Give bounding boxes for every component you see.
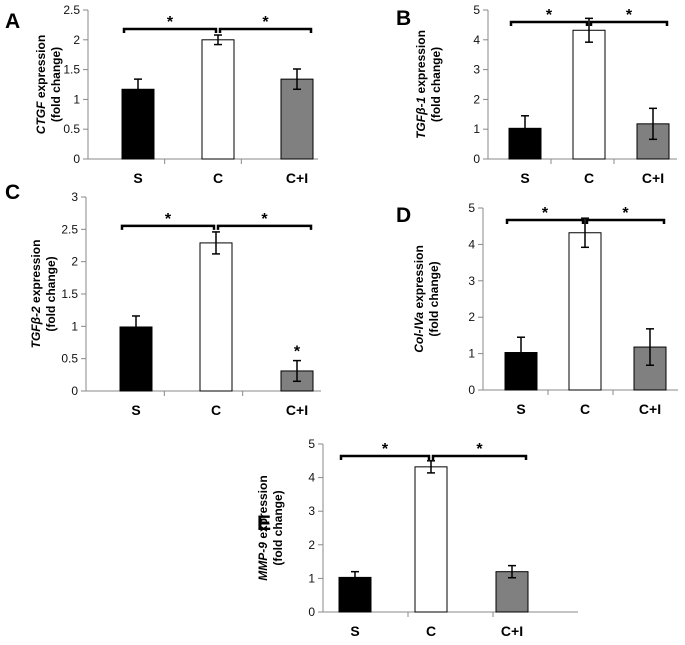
significance-star-b: * <box>546 7 553 24</box>
x-category-label-e: C+I <box>501 623 523 639</box>
significance-bracket-d <box>585 218 666 224</box>
significance-star-a: * <box>167 14 174 31</box>
y-axis-label-d: Col-IVa expression <box>412 245 426 353</box>
y-tick-label-c: 0.5 <box>61 352 78 366</box>
panel-label-d: D <box>396 204 411 227</box>
y-tick-label-a: 1.5 <box>63 63 80 77</box>
bar-e-2 <box>414 466 448 613</box>
x-category-label-c: C <box>211 402 221 418</box>
x-category-label-b: S <box>520 170 529 186</box>
y-tick-label-e: 0 <box>308 605 315 619</box>
x-category-label-c: C+I <box>286 402 308 418</box>
y-tick-label-e: 3 <box>308 504 315 518</box>
y-tick-label-d: 5 <box>468 201 475 215</box>
y-tick-label-e: 5 <box>308 437 315 451</box>
y-tick-label-a: 1 <box>73 92 80 106</box>
significance-bracket-e <box>339 454 431 460</box>
x-category-label-a: C <box>213 170 223 186</box>
significance-bracket-c <box>216 224 313 230</box>
y-axis-sublabel-a: (fold change) <box>49 47 63 122</box>
significance-bracket-c <box>120 224 216 230</box>
y-axis-label-b: TGFβ-1 expression <box>414 30 428 139</box>
y-tick-label-c: 1 <box>71 319 78 333</box>
y-tick-label-d: 4 <box>468 237 475 251</box>
y-tick-label-b: 0 <box>473 152 480 166</box>
significance-star-c: * <box>165 211 172 228</box>
bar-b-2 <box>572 29 606 160</box>
significance-bracket-a <box>218 27 313 34</box>
x-category-label-e: C <box>426 623 436 639</box>
y-tick-label-b: 5 <box>473 3 480 17</box>
panel-label-c: C <box>5 181 20 204</box>
y-tick-label-c: 2 <box>71 255 78 269</box>
y-tick-label-c: 2.5 <box>61 222 78 236</box>
x-category-label-a: C+I <box>286 170 308 186</box>
y-tick-label-a: 0 <box>73 152 80 166</box>
significance-star-d: * <box>622 205 629 222</box>
bar-c-2 <box>199 242 233 392</box>
x-category-label-d: S <box>516 401 525 417</box>
y-axis-sublabel-d: (fold change) <box>427 261 441 336</box>
panel-label-a: A <box>5 10 20 33</box>
significance-star-b: * <box>626 7 633 24</box>
y-tick-label-e: 2 <box>308 538 315 552</box>
y-axis-sublabel-b: (fold change) <box>429 47 443 122</box>
y-axis-sublabel-e: (fold change) <box>271 490 285 565</box>
significance-bracket-a <box>122 27 218 34</box>
y-tick-label-e: 4 <box>308 471 315 485</box>
x-category-label-b: C <box>584 170 594 186</box>
y-tick-label-d: 2 <box>468 310 475 324</box>
y-tick-label-d: 3 <box>468 274 475 288</box>
y-tick-label-b: 1 <box>473 122 480 136</box>
bar-a-3 <box>280 78 314 160</box>
y-tick-label-e: 1 <box>308 571 315 585</box>
y-tick-label-a: 0.5 <box>63 122 80 136</box>
significance-bracket-b <box>509 20 589 26</box>
significance-star-d: * <box>542 205 549 222</box>
y-tick-label-b: 2 <box>473 92 480 106</box>
y-axis-label-e: MMP-9 expression <box>256 475 270 580</box>
x-category-label-a: S <box>133 170 142 186</box>
significance-star-c: * <box>261 211 268 228</box>
y-tick-label-d: 1 <box>468 347 475 361</box>
panel-label-b: B <box>396 7 411 30</box>
y-axis-label-a: CTGF expression <box>34 35 48 134</box>
bar-significance-star-c: * <box>294 344 301 361</box>
significance-bracket-d <box>505 218 585 224</box>
x-category-label-e: S <box>350 623 359 639</box>
bar-a-2 <box>201 39 235 160</box>
x-category-label-d: C+I <box>639 401 661 417</box>
significance-star-e: * <box>476 441 483 458</box>
x-category-label-c: S <box>131 402 140 418</box>
y-tick-label-b: 3 <box>473 63 480 77</box>
bar-d-2 <box>568 232 602 391</box>
x-category-label-d: C <box>580 401 590 417</box>
y-tick-label-d: 0 <box>468 383 475 397</box>
y-axis-label-c: TGFβ-2 expression <box>29 240 43 349</box>
y-axis-sublabel-c: (fold change) <box>44 256 58 331</box>
significance-bracket-b <box>589 20 669 26</box>
y-tick-label-a: 2 <box>73 33 80 47</box>
significance-star-a: * <box>262 14 269 31</box>
y-tick-label-c: 1.5 <box>61 287 78 301</box>
y-tick-label-a: 2.5 <box>63 3 80 17</box>
x-category-label-b: C+I <box>642 170 664 186</box>
y-tick-label-c: 3 <box>71 190 78 204</box>
panel-label-e: E <box>257 512 271 535</box>
y-tick-label-c: 0 <box>71 384 78 398</box>
y-tick-label-b: 4 <box>473 33 480 47</box>
significance-bracket-e <box>431 454 528 460</box>
significance-star-e: * <box>382 441 389 458</box>
